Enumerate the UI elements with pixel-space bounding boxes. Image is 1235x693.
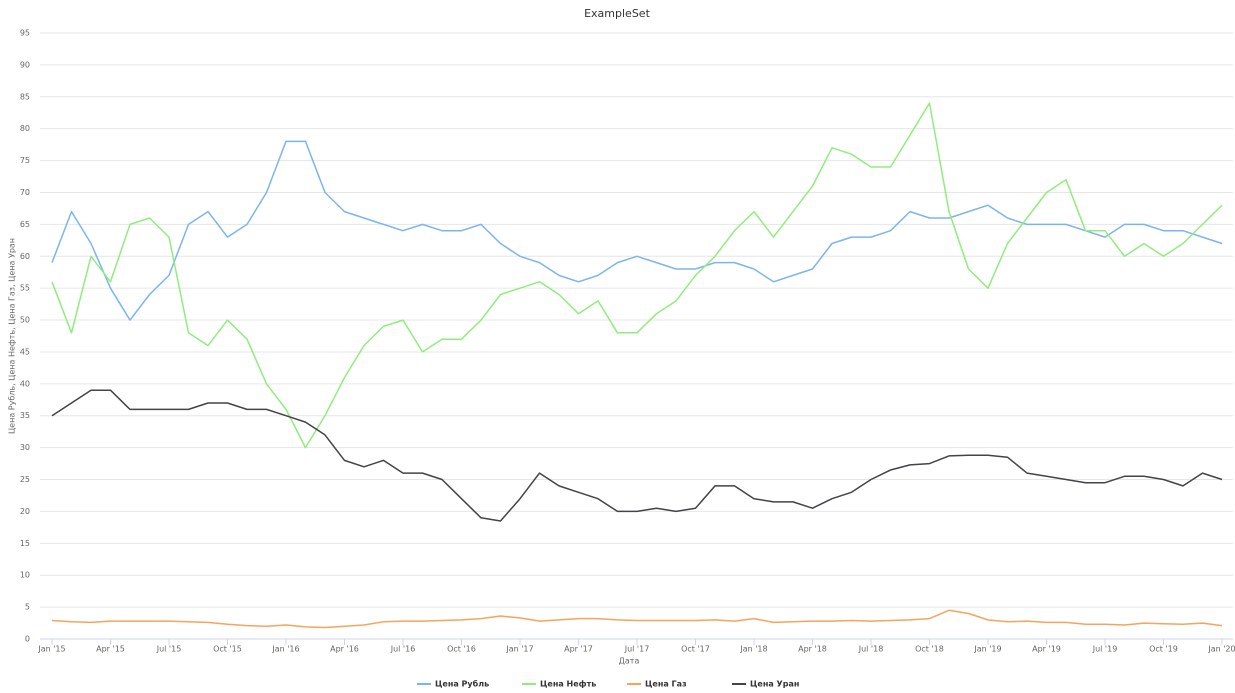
x-tick-label: Jan '16 bbox=[271, 645, 299, 654]
series-line bbox=[51, 140, 1223, 321]
y-axis-label: Цена Рубль, Цена Нефть, Цена Газ, Цена У… bbox=[8, 238, 17, 434]
legend-label: Цена Рубль bbox=[435, 679, 489, 689]
x-tick-label: Oct '18 bbox=[915, 645, 944, 654]
x-tick-label: Jan '19 bbox=[973, 645, 1001, 654]
series-line bbox=[51, 609, 1223, 629]
y-tick-label: 30 bbox=[20, 443, 30, 452]
legend-label: Цена Уран bbox=[750, 680, 799, 689]
x-tick-label: Apr '16 bbox=[330, 645, 359, 654]
legend-label: Цена Газ bbox=[645, 680, 687, 689]
y-tick-label: 95 bbox=[20, 29, 30, 38]
x-axis-label: Дата bbox=[619, 657, 640, 666]
legend-label: Цена Нефть bbox=[540, 680, 596, 689]
x-tick-label: Oct '15 bbox=[213, 645, 242, 654]
y-tick-label: 10 bbox=[20, 571, 30, 580]
y-tick-label: 65 bbox=[20, 220, 30, 229]
y-tick-label: 50 bbox=[20, 316, 30, 325]
x-tick-label: Jul '16 bbox=[390, 645, 416, 654]
y-tick-label: 40 bbox=[20, 379, 30, 388]
y-tick-label: 35 bbox=[20, 411, 30, 420]
series-line bbox=[51, 389, 1223, 522]
x-tick-label: Jan '17 bbox=[505, 645, 533, 654]
y-tick-label: 25 bbox=[20, 475, 30, 484]
x-tick-label: Oct '16 bbox=[447, 645, 476, 654]
y-tick-label: 85 bbox=[20, 92, 30, 101]
x-tick-label: Jul '15 bbox=[156, 645, 182, 654]
x-tick-label: Apr '18 bbox=[798, 645, 827, 654]
y-tick-label: 20 bbox=[20, 507, 30, 516]
x-tick-label: Jan '20 bbox=[1207, 645, 1235, 654]
x-tick-label: Apr '15 bbox=[96, 645, 125, 654]
x-tick-label: Oct '17 bbox=[681, 645, 710, 654]
y-tick-label: 80 bbox=[20, 124, 30, 133]
y-tick-label: 90 bbox=[20, 60, 30, 69]
x-tick-label: Jul '17 bbox=[624, 645, 650, 654]
y-tick-label: 70 bbox=[20, 188, 30, 197]
y-tick-label: 5 bbox=[25, 603, 30, 612]
chart-title: ExampleSet bbox=[584, 7, 650, 20]
y-tick-label: 60 bbox=[20, 252, 30, 261]
series-line bbox=[51, 102, 1223, 449]
y-tick-label: 75 bbox=[20, 156, 30, 165]
x-tick-label: Jan '18 bbox=[739, 645, 767, 654]
x-tick-label: Apr '19 bbox=[1032, 645, 1061, 654]
y-tick-label: 55 bbox=[20, 284, 30, 293]
x-tick-label: Jul '18 bbox=[858, 645, 884, 654]
x-tick-label: Jan '15 bbox=[37, 645, 65, 654]
y-tick-label: 0 bbox=[25, 635, 30, 644]
x-tick-label: Apr '17 bbox=[564, 645, 593, 654]
x-tick-label: Oct '19 bbox=[1149, 645, 1178, 654]
y-tick-label: 15 bbox=[20, 539, 30, 548]
x-tick-label: Jul '19 bbox=[1092, 645, 1118, 654]
y-tick-label: 45 bbox=[20, 347, 30, 356]
